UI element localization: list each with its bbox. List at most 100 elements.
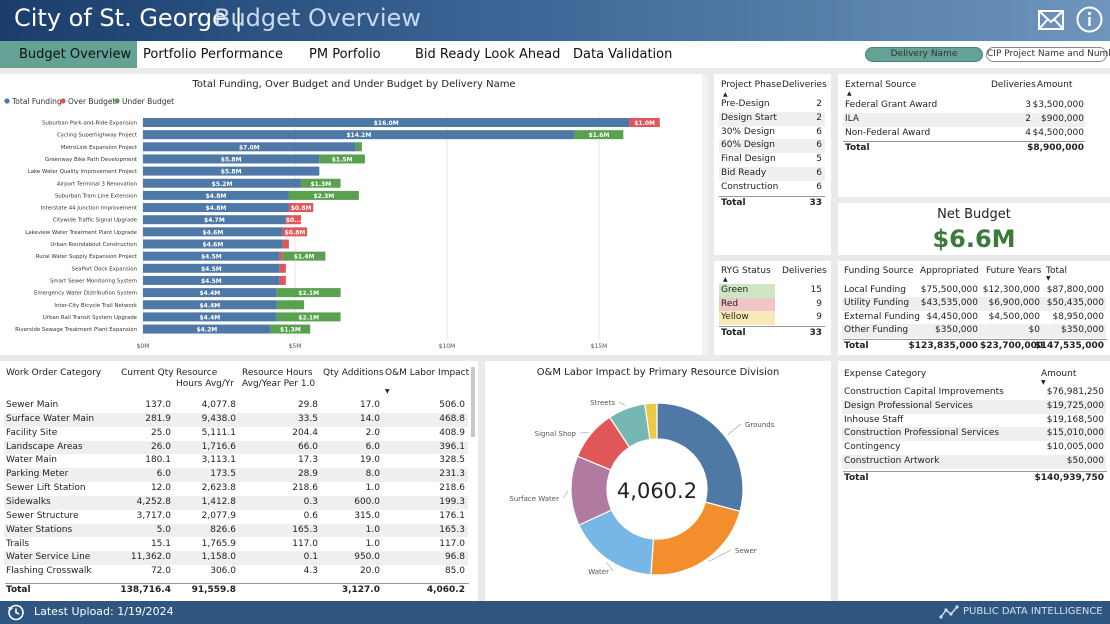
ryg-total: 33	[809, 327, 822, 338]
x-tick-label: $15M	[591, 343, 608, 350]
header-bar	[0, 0, 1110, 41]
workorder-cell: 14.0	[359, 413, 380, 424]
mail-icon[interactable]	[1038, 8, 1064, 32]
funding-cell: $75,500,000	[920, 285, 978, 295]
phase-header-phase: Project Phase	[721, 80, 782, 90]
bar-label-total: $14.2M	[346, 132, 371, 139]
funding-total: $23,700,000	[980, 340, 1044, 351]
external-cell: 2	[1025, 113, 1031, 124]
ext-header-amount: Amount	[1037, 80, 1073, 90]
workorder-cell: 33.5	[297, 413, 318, 424]
workorder-cell: 4,077.8	[201, 400, 236, 410]
workorder-cell: 180.1	[145, 455, 171, 466]
category-label: Urban Rail Transit System Upgrade	[43, 315, 138, 321]
workorder-cell: 173.5	[210, 469, 236, 480]
workorder-cell: 9,438.0	[201, 413, 236, 424]
workorder-cell: 315.0	[354, 510, 380, 521]
cip-project-filter[interactable]: CIP Project Name and Number	[986, 47, 1110, 62]
wo-scrollbar[interactable]	[471, 367, 475, 437]
table-row-stripe	[842, 297, 1106, 311]
workorder-cell: 0.3	[303, 496, 318, 507]
sort-icon[interactable]: ▲	[847, 90, 852, 97]
external-source-panel: External Source Deliveries Amount ▲ Fede…	[838, 74, 1110, 197]
tab-pm-portfolio[interactable]: PM Porfolio	[309, 47, 381, 62]
x-tick-label: $10M	[439, 343, 456, 350]
workorder-cell: 26.0	[150, 441, 171, 452]
workorder-cell: 1,716.6	[201, 441, 236, 452]
table-row-stripe	[4, 412, 468, 427]
bar-total-funding	[143, 324, 271, 334]
workorder-cell: 117.0	[439, 538, 465, 549]
sort-icon[interactable]: ▲	[723, 91, 728, 98]
bar-label-over: $1.0M	[634, 120, 655, 127]
exp-header-amount: Amount	[1041, 369, 1077, 379]
bar-total-funding	[143, 312, 277, 322]
expense-cell: Construction Capital Improvements	[844, 387, 1004, 397]
workorder-total: 91,559.8	[191, 585, 236, 596]
workorder-total: 138,716.4	[120, 585, 171, 596]
workorder-cell: 6.0	[365, 441, 380, 452]
sort-icon[interactable]: ▼	[385, 388, 390, 395]
sort-icon[interactable]: ▲	[723, 276, 728, 283]
delivery-name-filter[interactable]: Delivery Name	[865, 47, 983, 62]
om-labor-donut: Grounds Sewer Water Surface Water Signal Sho…	[509, 399, 774, 576]
ryg-total: Total	[721, 327, 746, 338]
tab-budget-overview[interactable]: Budget Overview	[0, 41, 137, 68]
sort-icon[interactable]: ▼	[1046, 275, 1051, 282]
donut-label: Surface Water	[509, 495, 559, 503]
bar-label-over: $0...	[286, 217, 301, 224]
category-label: Urban Roundabout Construction	[50, 242, 137, 248]
workorder-cell: 1.0	[365, 483, 380, 494]
bar-label-total: $4.6M	[203, 242, 224, 249]
donut-leader-line	[727, 423, 742, 436]
ext-header-deliveries: Deliveries	[991, 80, 1036, 90]
phase-cell: 5	[816, 154, 822, 165]
bar-under-budget	[288, 190, 359, 200]
phase-header-deliveries: Deliveries	[782, 80, 827, 90]
phase-cell: 6	[816, 181, 822, 192]
external-total: $8,900,000	[1027, 143, 1084, 154]
funding-source-panel: Funding Source Appropriated Future Years…	[838, 261, 1110, 355]
workorder-cell: Trails	[6, 538, 30, 549]
phase-cell: 30% Design	[721, 126, 775, 137]
ryg-cell: Yellow	[721, 312, 749, 323]
ryg-header-status: RYG Status	[721, 266, 771, 276]
workorder-cell: 1,158.0	[201, 552, 236, 563]
workorder-cell: 8.0	[365, 469, 380, 480]
workorder-cell: 11,362.0	[130, 552, 171, 563]
info-icon[interactable]	[1076, 6, 1103, 33]
funding-cell: Utility Funding	[844, 298, 910, 309]
workorder-cell: Water Stations	[6, 524, 73, 535]
tab-bid-ready-look-ahead[interactable]: Bid Ready Look Ahead	[415, 47, 561, 62]
category-label: Citywide Traffic Signal Upgrade	[53, 218, 138, 224]
funding-cell: $50,435,000	[1046, 298, 1104, 309]
category-label: Rural Water Supply Expansion Project	[36, 254, 137, 260]
funding-cell: Other Funding	[844, 325, 909, 336]
tab-portfolio-performance[interactable]: Portfolio Performance	[143, 47, 283, 62]
phase-cell: Bid Ready	[721, 168, 767, 178]
tab-data-validation[interactable]: Data Validation	[573, 47, 673, 62]
bar-over-budget	[282, 227, 308, 237]
workorder-cell: 231.3	[439, 469, 465, 480]
expense-cell: Construction Professional Services	[844, 428, 1000, 439]
funding-chart-panel: Total Funding, Over Budget and Under Bud…	[0, 74, 708, 355]
wo-header-impact: O&M Labor Impact	[385, 368, 470, 378]
bar-label-total: $4.5M	[201, 266, 222, 273]
donut-leader-line	[579, 432, 589, 434]
legend-dot	[114, 98, 120, 104]
sort-icon[interactable]: ▼	[1041, 379, 1046, 386]
workorder-cell: Sidewalks	[6, 496, 51, 507]
workorder-cell: 468.8	[439, 413, 465, 424]
workorder-cell: 1.0	[365, 524, 380, 535]
wo-header-additions: Qty Additions	[323, 368, 384, 378]
external-cell: 4	[1025, 127, 1031, 138]
donut-leader-line	[708, 549, 732, 562]
funding-chart-title: Total Funding, Over Budget and Under Bud…	[192, 79, 516, 90]
workorder-cell: 17.3	[297, 455, 318, 466]
bar-under-budget	[276, 312, 341, 322]
workorder-cell: 176.1	[439, 510, 465, 521]
ryg-cell: 15	[810, 285, 822, 295]
bar-total-funding	[143, 154, 320, 164]
legend-label: Under Budget	[122, 97, 174, 106]
bar-total-funding	[143, 288, 277, 298]
